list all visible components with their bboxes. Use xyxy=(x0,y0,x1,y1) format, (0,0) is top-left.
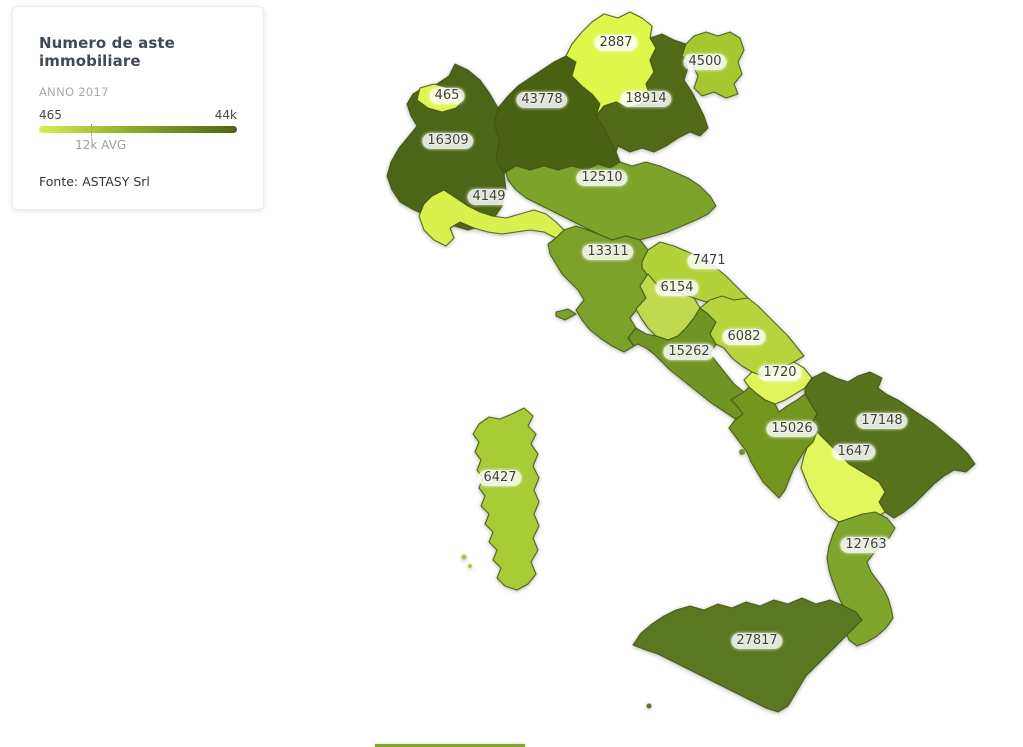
region-value-label-lazio: 15262 xyxy=(663,344,715,360)
region-value-label-basilicata: 1647 xyxy=(832,444,876,460)
region-value-label-sicilia: 27817 xyxy=(731,633,783,649)
island-san-pietro[interactable] xyxy=(468,564,472,568)
legend-gradient-wrap: 12k AVG xyxy=(39,124,237,152)
region-value-label-veneto: 18914 xyxy=(620,91,672,107)
region-value-label-liguria: 4149 xyxy=(467,189,511,205)
region-campania[interactable] xyxy=(728,386,818,499)
region-value-label-toscana: 13311 xyxy=(582,244,634,260)
scale-min-label: 465 xyxy=(39,108,62,122)
island-capri[interactable] xyxy=(754,463,760,469)
legend-card: Numero de aste immobiliare ANNO 2017 465… xyxy=(12,6,264,210)
region-sardegna[interactable] xyxy=(472,407,540,591)
legend-gradient-bar xyxy=(39,126,237,133)
region-value-label-emilia-romagna: 12510 xyxy=(576,170,628,186)
region-value-label-campania: 15026 xyxy=(766,421,818,437)
region-value-label-puglia: 17148 xyxy=(856,413,908,429)
region-sicilia[interactable] xyxy=(632,597,863,713)
region-value-label-friuli-venezia-giulia: 4500 xyxy=(683,54,727,70)
avg-tick-line xyxy=(91,124,93,140)
region-value-label-sardegna: 6427 xyxy=(478,470,522,486)
island-elba[interactable] xyxy=(555,308,577,321)
source-label: Fonte: ASTASY Srl xyxy=(39,174,150,189)
legend-title: Numero de aste immobiliare xyxy=(39,34,175,70)
region-liguria[interactable] xyxy=(418,189,565,247)
avg-label: 12k AVG xyxy=(75,138,127,152)
island-egadi-2[interactable] xyxy=(663,630,667,634)
region-value-label-valle-daosta: 465 xyxy=(429,88,465,104)
region-value-label-abruzzo: 6082 xyxy=(722,329,766,345)
region-value-label-lombardia: 43778 xyxy=(516,92,568,108)
region-value-label-molise: 1720 xyxy=(758,365,802,381)
adjacent-coast-fragment xyxy=(375,744,525,747)
region-value-label-trentino-alto-adige: 2887 xyxy=(594,35,638,51)
island-ischia[interactable] xyxy=(739,449,745,455)
legend-subtitle: ANNO 2017 xyxy=(39,85,109,99)
region-value-label-calabria: 12763 xyxy=(840,537,892,553)
island-pelagie[interactable] xyxy=(646,703,652,709)
legend-scale-row: 465 44k xyxy=(39,108,237,122)
region-value-label-piemonte: 16309 xyxy=(422,133,474,149)
island-egadi-1[interactable] xyxy=(650,626,656,632)
region-emilia-romagna[interactable] xyxy=(505,161,717,241)
island-sant-antioco[interactable] xyxy=(461,554,467,560)
scale-max-label: 44k xyxy=(214,108,237,122)
region-value-label-marche: 7471 xyxy=(687,253,731,269)
region-value-label-umbria: 6154 xyxy=(655,280,699,296)
